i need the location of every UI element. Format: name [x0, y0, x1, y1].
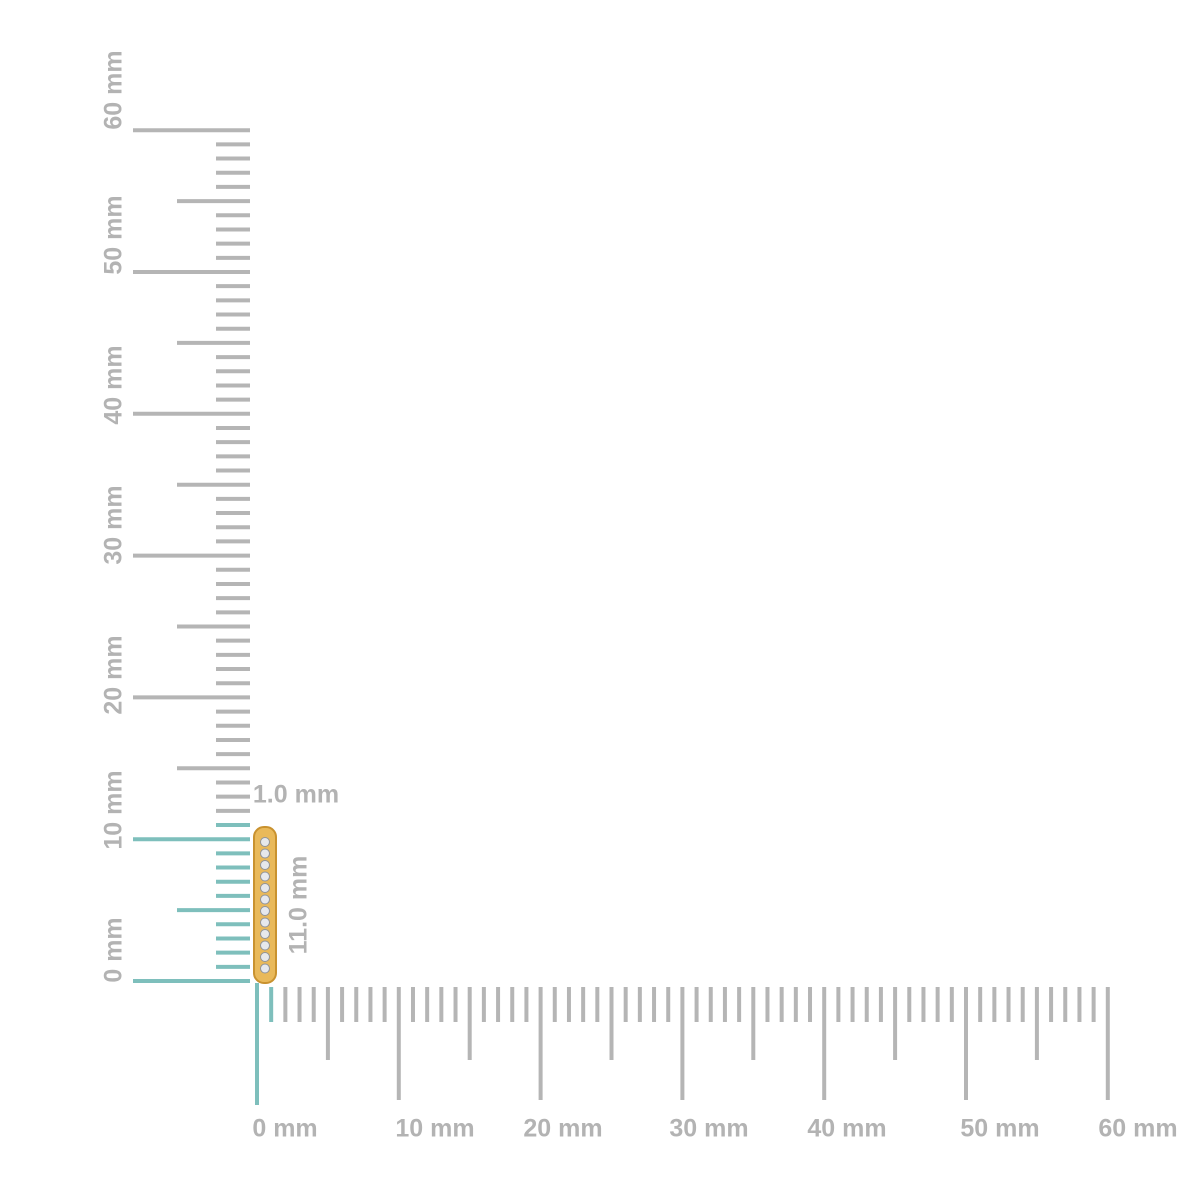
v-label: 20 mm [100, 635, 128, 714]
earring-band [253, 826, 277, 984]
v-label: 50 mm [100, 195, 128, 274]
stone [260, 871, 270, 882]
h-label: 20 mm [523, 1115, 602, 1143]
stone [260, 963, 270, 974]
stone [260, 929, 270, 939]
stone [260, 883, 270, 893]
h-label: 50 mm [960, 1115, 1039, 1143]
stone [260, 837, 270, 847]
stone [260, 940, 270, 951]
stone [260, 848, 270, 859]
ticks [133, 128, 1110, 1105]
v-label: 40 mm [100, 345, 128, 424]
v-label: 60 mm [100, 50, 128, 129]
stone [260, 906, 270, 916]
stone [260, 952, 270, 962]
v-label: 10 mm [100, 770, 128, 849]
v-label: 0 mm [100, 917, 128, 982]
stone [260, 860, 270, 870]
height-label: 11.0 mm [285, 856, 313, 955]
h-label: 60 mm [1098, 1115, 1177, 1143]
earring [253, 826, 277, 984]
v-label: 30 mm [100, 485, 128, 564]
width-label: 1.0 mm [253, 781, 339, 809]
h-label: 0 mm [252, 1115, 317, 1143]
h-label: 10 mm [395, 1115, 474, 1143]
stone [260, 917, 270, 928]
stone [260, 894, 270, 905]
stones [260, 837, 270, 974]
h-label: 40 mm [807, 1115, 886, 1143]
h-label: 30 mm [669, 1115, 748, 1143]
